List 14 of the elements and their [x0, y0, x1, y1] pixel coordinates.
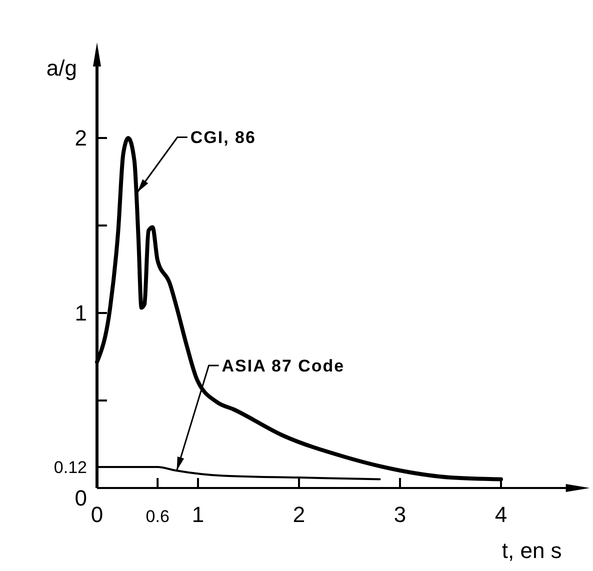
y-axis-title: a/g	[46, 56, 77, 80]
annotation: CGI, 86	[190, 128, 256, 148]
x-tick-label: 0	[90, 502, 104, 527]
x-tick-label: 2	[292, 502, 306, 527]
x-tick-label: 0.6	[146, 507, 170, 526]
x-tick-label: 3	[394, 502, 406, 527]
y-tick-label: 0	[74, 486, 87, 511]
x-tick-label: 1	[192, 502, 204, 527]
annotation: ASIA 87 Code	[222, 356, 345, 376]
x-axis-title: t, en s	[502, 538, 562, 563]
y-tick-label: 1	[74, 300, 87, 326]
x-tick-label: 4	[494, 502, 508, 527]
y-tick-label: 2	[74, 126, 87, 151]
y-tick-label: 0.12	[54, 458, 87, 477]
